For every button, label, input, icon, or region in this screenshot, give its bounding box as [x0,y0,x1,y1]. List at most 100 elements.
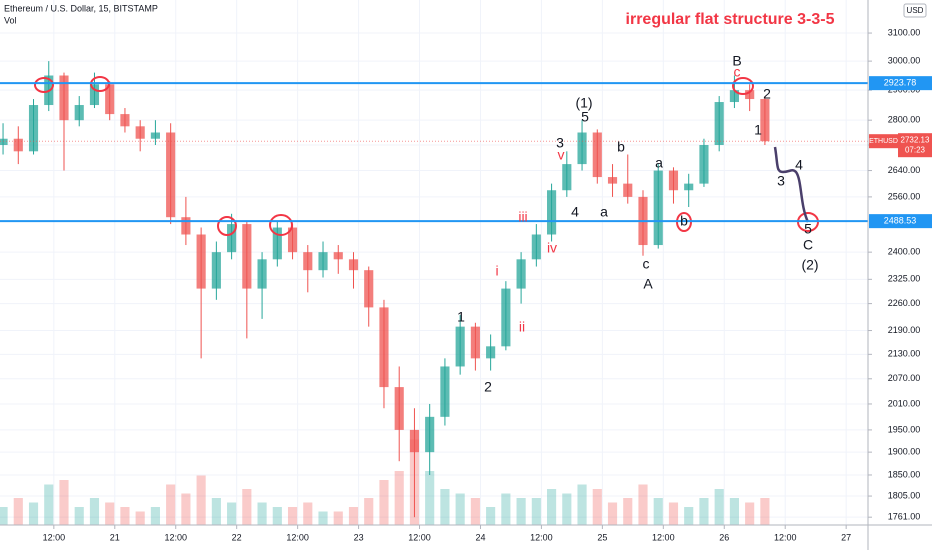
candle-body [181,217,191,235]
candle-body [120,114,130,127]
candles [0,61,770,518]
volume-bar [181,493,191,525]
y-tick-label: 3100.00 [888,27,921,37]
candle-body [166,132,176,218]
candle-body [623,183,633,197]
candle-body [135,126,145,139]
wave-label: B [732,53,741,69]
volume-bar [638,484,648,525]
candle-body [348,259,359,271]
x-tick-label: 12:00 [408,532,431,542]
y-tick-label: 2130.00 [888,349,921,359]
candle-body [562,164,572,191]
wave-label: (2) [801,257,818,273]
wave-label: a [655,155,663,171]
candle-body [379,307,389,388]
volume-bar [120,507,130,525]
volume-bar [668,502,679,525]
candle-body [501,288,511,347]
wave-label: 1 [754,122,762,138]
wave-label: i [495,263,498,279]
volume-bar [623,498,633,525]
volume-bar [59,480,69,525]
volume-bar [425,471,435,525]
candle-body [59,75,69,121]
wave-label: 3 [777,173,785,189]
candle-body [74,105,84,121]
y-tick-label: 2640.00 [888,165,921,175]
x-tick-label: 12:00 [286,532,309,542]
volume-bar [455,493,465,525]
wave-label: 2 [763,86,771,102]
wave-label: A [643,276,653,292]
volume-bar [379,480,389,525]
volume-bar [577,484,587,525]
wave-label: 5 [804,221,812,237]
price-tag-label: 2488.53 [884,216,917,226]
volume-bar [272,507,282,525]
volume-bar [394,471,404,525]
volume-bar [516,498,526,525]
candle-body [364,270,374,308]
candle-body [668,170,679,191]
wave-label: b [617,139,625,155]
volume-bar [760,498,770,525]
symbol-header: Ethereum / U.S. Dollar, 15, BITSTAMP [4,3,158,13]
candle-body [242,224,252,289]
candle-body [211,252,221,289]
candle-body [0,138,8,145]
volume-bar [257,502,267,525]
candle-body [227,224,237,253]
axes: 3100.003000.002900.002800.002720.002640.… [43,27,932,542]
volume-bar [607,502,618,525]
volume-bar [364,498,374,525]
volume-bar [89,498,100,525]
wave-label: iii [518,209,527,225]
volume-bar [501,493,511,525]
volume-bar [287,507,298,525]
volume-bar [211,498,221,525]
wave-label: 3 [556,135,564,151]
wave-label: irregular flat structure 3-3-5 [626,11,835,28]
candle-body [547,190,557,235]
candle-body [318,252,328,271]
volume-bar [653,498,663,525]
candle-body [28,105,39,152]
x-tick-label: 12:00 [164,532,187,542]
y-tick-label: 2010.00 [888,398,921,408]
y-tick-label: 3000.00 [888,55,921,65]
volume-bar [150,507,160,525]
volume-bar [0,507,8,525]
candle-body [714,102,724,145]
wave-label: 5 [581,109,589,125]
candle-body [607,177,618,184]
volume-bar [227,502,237,525]
candle-body [394,387,404,430]
volume-bar [745,502,755,525]
y-tick-label: 2400.00 [888,247,921,257]
wave-label: C [803,237,813,253]
candle-body [196,234,206,289]
candle-body [409,429,420,453]
volume-bar [105,502,115,525]
last-price-label: 2732.13 [901,135,930,144]
volume-bar [318,511,328,525]
x-tick-label: 21 [110,532,120,542]
volume-bar [562,493,572,525]
volume-label: Vol [4,15,17,25]
wave-label: 4 [795,157,803,173]
candle-body [486,346,496,359]
x-tick-label: 22 [232,532,242,542]
y-tick-label: 2325.00 [888,274,921,284]
circle-drawing [34,77,54,93]
x-tick-label: 12:00 [652,532,675,542]
volume-bar [470,498,480,525]
countdown-label: 07:23 [905,145,926,154]
x-tick-label: 27 [841,532,851,542]
circle-drawing [269,214,293,236]
x-tick-label: 12:00 [43,532,66,542]
wave-label: 4 [571,204,579,220]
wave-label: c [734,64,741,80]
wave-label: b [680,213,688,229]
